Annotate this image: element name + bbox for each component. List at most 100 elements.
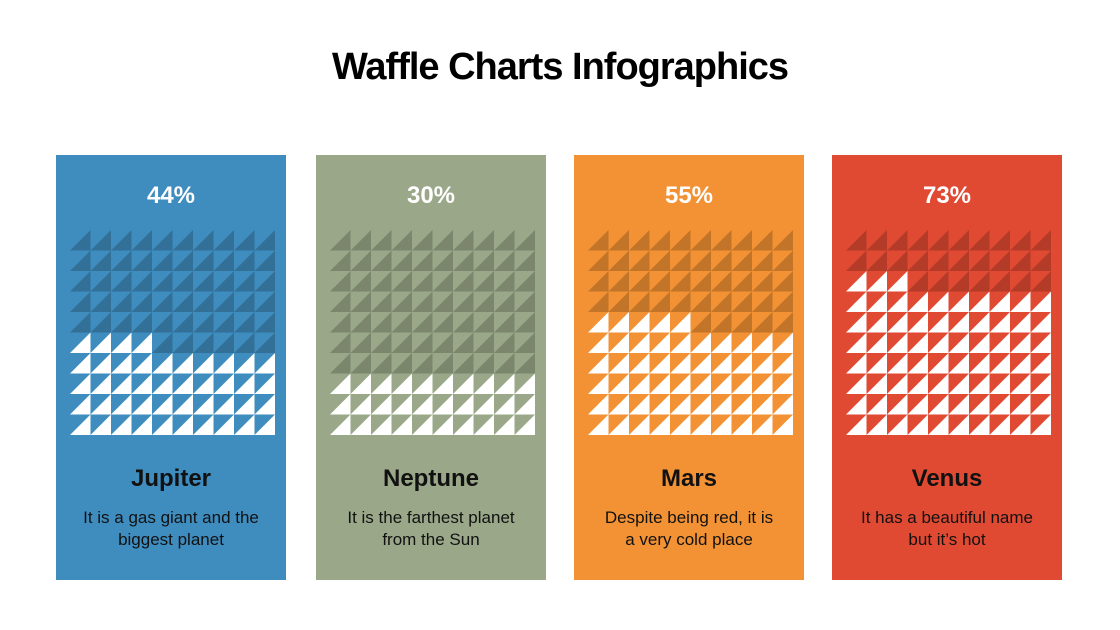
waffle-cell-empty: [907, 230, 928, 251]
waffle-cell-filled: [846, 332, 867, 353]
waffle-cell-empty: [172, 312, 193, 333]
waffle-grid: [846, 230, 1051, 435]
waffle-cell-empty: [111, 312, 132, 333]
waffle-cell-empty: [752, 250, 773, 271]
waffle-cell-empty: [649, 230, 670, 251]
waffle-cell-empty: [473, 250, 494, 271]
waffle-cell-empty: [70, 250, 91, 271]
waffle-cell-empty: [234, 230, 255, 251]
waffle-cell-empty: [350, 271, 371, 292]
waffle-cell-empty: [514, 291, 535, 312]
waffle-cell-empty: [70, 230, 91, 251]
waffle-cell-empty: [711, 271, 732, 292]
waffle-cell-empty: [172, 291, 193, 312]
waffle-cell-filled: [711, 373, 732, 394]
waffle-cell-filled: [453, 373, 474, 394]
waffle-cell-filled: [70, 353, 91, 374]
waffle-cell-empty: [234, 271, 255, 292]
waffle-cell-empty: [432, 230, 453, 251]
waffle-cell-empty: [989, 230, 1010, 251]
waffle-cell-empty: [172, 250, 193, 271]
waffle-cell-empty: [772, 250, 793, 271]
waffle-cell-empty: [330, 271, 351, 292]
waffle-cell-filled: [948, 353, 969, 374]
percent-label: 44%: [146, 182, 196, 209]
waffle-cell-empty: [494, 312, 515, 333]
waffle-cell-empty: [649, 250, 670, 271]
waffle-cell-empty: [989, 271, 1010, 292]
waffle-cell-empty: [172, 332, 193, 353]
waffle-cell-filled: [866, 353, 887, 374]
waffle-cell-empty: [670, 230, 691, 251]
waffle-cell-empty: [131, 291, 152, 312]
waffle-cell-empty: [234, 312, 255, 333]
waffle-cell-filled: [690, 414, 711, 435]
waffle-cell-empty: [494, 230, 515, 251]
waffle-cell-empty: [473, 230, 494, 251]
waffle-cell-filled: [772, 373, 793, 394]
waffle-cell-filled: [711, 394, 732, 415]
waffle-cell-filled: [494, 414, 515, 435]
waffle-cell-filled: [731, 373, 752, 394]
waffle-cell-empty: [412, 312, 433, 333]
waffle-cell-filled: [588, 414, 609, 435]
waffle-cell-filled: [608, 353, 629, 374]
waffle-cell-filled: [432, 414, 453, 435]
waffle-cell-filled: [772, 394, 793, 415]
waffle-cell-filled: [473, 394, 494, 415]
waffle-cell-filled: [711, 332, 732, 353]
waffle-cell-empty: [608, 271, 629, 292]
waffle-cell-empty: [588, 271, 609, 292]
waffle-cell-empty: [514, 271, 535, 292]
waffle-cell-filled: [866, 394, 887, 415]
waffle-cell-filled: [969, 353, 990, 374]
waffle-cell-empty: [391, 291, 412, 312]
waffle-cell-empty: [412, 250, 433, 271]
waffle-cell-empty: [514, 230, 535, 251]
waffle-cell-empty: [711, 291, 732, 312]
waffle-cell-empty: [234, 332, 255, 353]
percent-label: 73%: [922, 182, 972, 209]
waffle-cell-empty: [432, 250, 453, 271]
waffle-cell-empty: [432, 312, 453, 333]
card-title: Mars: [660, 465, 718, 492]
waffle-cell-empty: [330, 291, 351, 312]
waffle-cell-filled: [131, 394, 152, 415]
waffle-cell-empty: [608, 291, 629, 312]
waffle-cell-filled: [90, 332, 111, 353]
waffle-cell-filled: [887, 332, 908, 353]
waffle-cell-empty: [453, 312, 474, 333]
waffle-cell-empty: [752, 291, 773, 312]
waffle-cell-filled: [608, 373, 629, 394]
waffle-cell-filled: [948, 291, 969, 312]
waffle-cell-empty: [330, 332, 351, 353]
waffle-cell-filled: [731, 332, 752, 353]
waffle-cell-filled: [846, 414, 867, 435]
waffle-cell-empty: [649, 291, 670, 312]
waffle-cell-empty: [213, 332, 234, 353]
waffle-cell-filled: [731, 414, 752, 435]
waffle-cell-empty: [887, 250, 908, 271]
waffle-cell-filled: [907, 394, 928, 415]
waffle-cell-empty: [690, 312, 711, 333]
waffle-cell-filled: [412, 414, 433, 435]
waffle-cell-filled: [412, 373, 433, 394]
card: 55% Mars Despite being red, it is a very c…: [574, 155, 804, 580]
waffle-cell-filled: [690, 353, 711, 374]
waffle-cell-empty: [254, 271, 275, 292]
waffle-cell-filled: [473, 414, 494, 435]
waffle-cell-filled: [213, 414, 234, 435]
card-description: It has a beautiful name but it’s hot: [860, 508, 1033, 549]
waffle-cell-filled: [350, 414, 371, 435]
waffle-cell-filled: [907, 414, 928, 435]
waffle-cell-filled: [629, 394, 650, 415]
waffle-cell-empty: [234, 250, 255, 271]
waffle-cell-filled: [1030, 291, 1051, 312]
waffle-cell-empty: [453, 353, 474, 374]
waffle-cell-empty: [752, 230, 773, 251]
waffle-cell-filled: [629, 312, 650, 333]
waffle-cell-empty: [350, 332, 371, 353]
waffle-cell-empty: [432, 271, 453, 292]
waffle-cell-empty: [711, 312, 732, 333]
